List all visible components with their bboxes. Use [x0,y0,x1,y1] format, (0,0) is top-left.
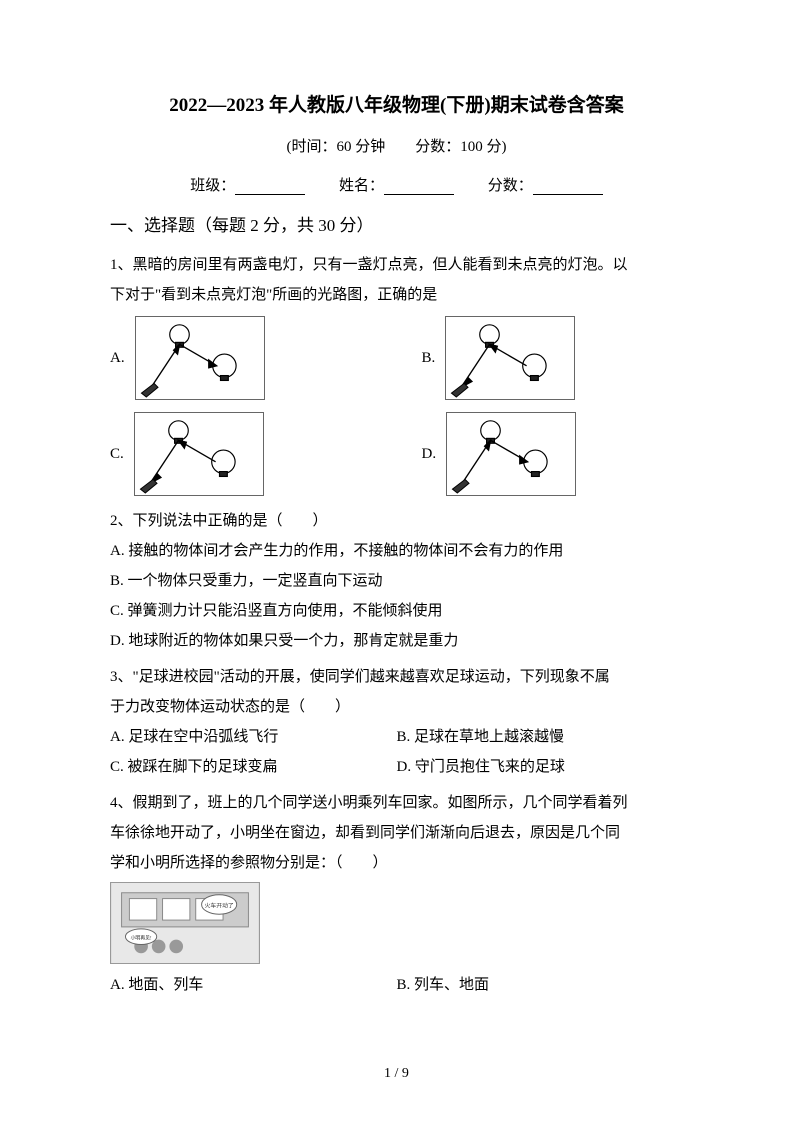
score-blank [533,194,603,195]
q3-options: A. 足球在空中沿弧线飞行 B. 足球在草地上越滚越慢 C. 被踩在脚下的足球变… [110,722,683,782]
q3-c: C. 被踩在脚下的足球变扁 [110,752,397,782]
info-line: 班级： 姓名： 分数： [110,174,683,195]
svg-text:小明再见!: 小明再见! [131,935,152,942]
q2-stem: 2、下列说法中正确的是（ ） [110,506,683,536]
bulb-diagram-d [446,412,576,496]
q2-d: D. 地球附近的物体如果只受一个力，那肯定就是重力 [110,626,683,656]
exam-title: 2022—2023 年人教版八年级物理(下册)期末试卷含答案 [110,90,683,117]
q4-line3: 学和小明所选择的参照物分别是：（ ） [110,848,683,878]
q4: 4、假期到了，班上的几个同学送小明乘列车回家。如图所示，几个同学看着列 车徐徐地… [110,788,683,1000]
name-label: 姓名： [339,178,384,194]
q1-line2: 下对于"看到未点亮灯泡"所画的光路图，正确的是 [110,280,683,310]
q2-b: B. 一个物体只受重力，一定竖直向下运动 [110,566,683,596]
q1-opt-c: C. [110,412,372,496]
q1-options: A. B. [110,316,683,496]
q1-a-label: A. [110,350,125,367]
q2-c: C. 弹簧测力计只能沿竖直方向使用，不能倾斜使用 [110,596,683,626]
q4-options: A. 地面、列车 B. 列车、地面 [110,970,683,1000]
q1-d-label: D. [422,446,437,463]
bulb-diagram-c [134,412,264,496]
page-footer: 1 / 9 [0,1066,793,1082]
name-blank [384,194,454,195]
q2-options: A. 接触的物体间才会产生力的作用，不接触的物体间不会有力的作用 B. 一个物体… [110,536,683,656]
section-1-title: 一、选择题（每题 2 分，共 30 分） [110,211,683,236]
q4-b: B. 列车、地面 [397,970,684,1000]
q2-a: A. 接触的物体间才会产生力的作用，不接触的物体间不会有力的作用 [110,536,683,566]
q4-a: A. 地面、列车 [110,970,397,1000]
q1-opt-a: A. [110,316,372,400]
q3: 3、"足球进校园"活动的开展，使同学们越来越喜欢足球运动，下列现象不属 于力改变… [110,662,683,782]
q1-opt-b: B. [422,316,684,400]
q4-line1: 4、假期到了，班上的几个同学送小明乘列车回家。如图所示，几个同学看着列 [110,788,683,818]
q1-opt-d: D. [422,412,684,496]
q4-line2: 车徐徐地开动了，小明坐在窗边，却看到同学们渐渐向后退去，原因是几个同 [110,818,683,848]
q1-line1: 1、黑暗的房间里有两盏电灯，只有一盏灯点亮，但人能看到未点亮的灯泡。以 [110,250,683,280]
q1-c-label: C. [110,446,124,463]
class-blank [235,194,305,195]
q2: 2、下列说法中正确的是（ ） A. 接触的物体间才会产生力的作用，不接触的物体间… [110,506,683,656]
bulb-diagram-b [445,316,575,400]
q3-line2: 于力改变物体运动状态的是（ ） [110,692,683,722]
train-cartoon: 火车开动了 小明再见! [110,882,260,964]
class-label: 班级： [190,178,235,194]
q3-d: D. 守门员抱住飞来的足球 [397,752,684,782]
exam-subtitle: (时间：60 分钟 分数：100 分) [110,135,683,156]
svg-text:火车开动了: 火车开动了 [205,901,234,909]
bulb-diagram-a [135,316,265,400]
q3-a: A. 足球在空中沿弧线飞行 [110,722,397,752]
q3-b: B. 足球在草地上越滚越慢 [397,722,684,752]
score-label: 分数： [488,178,533,194]
q1-b-label: B. [422,350,436,367]
q3-line1: 3、"足球进校园"活动的开展，使同学们越来越喜欢足球运动，下列现象不属 [110,662,683,692]
q1-stem: 1、黑暗的房间里有两盏电灯，只有一盏灯点亮，但人能看到未点亮的灯泡。以 下对于"… [110,250,683,310]
